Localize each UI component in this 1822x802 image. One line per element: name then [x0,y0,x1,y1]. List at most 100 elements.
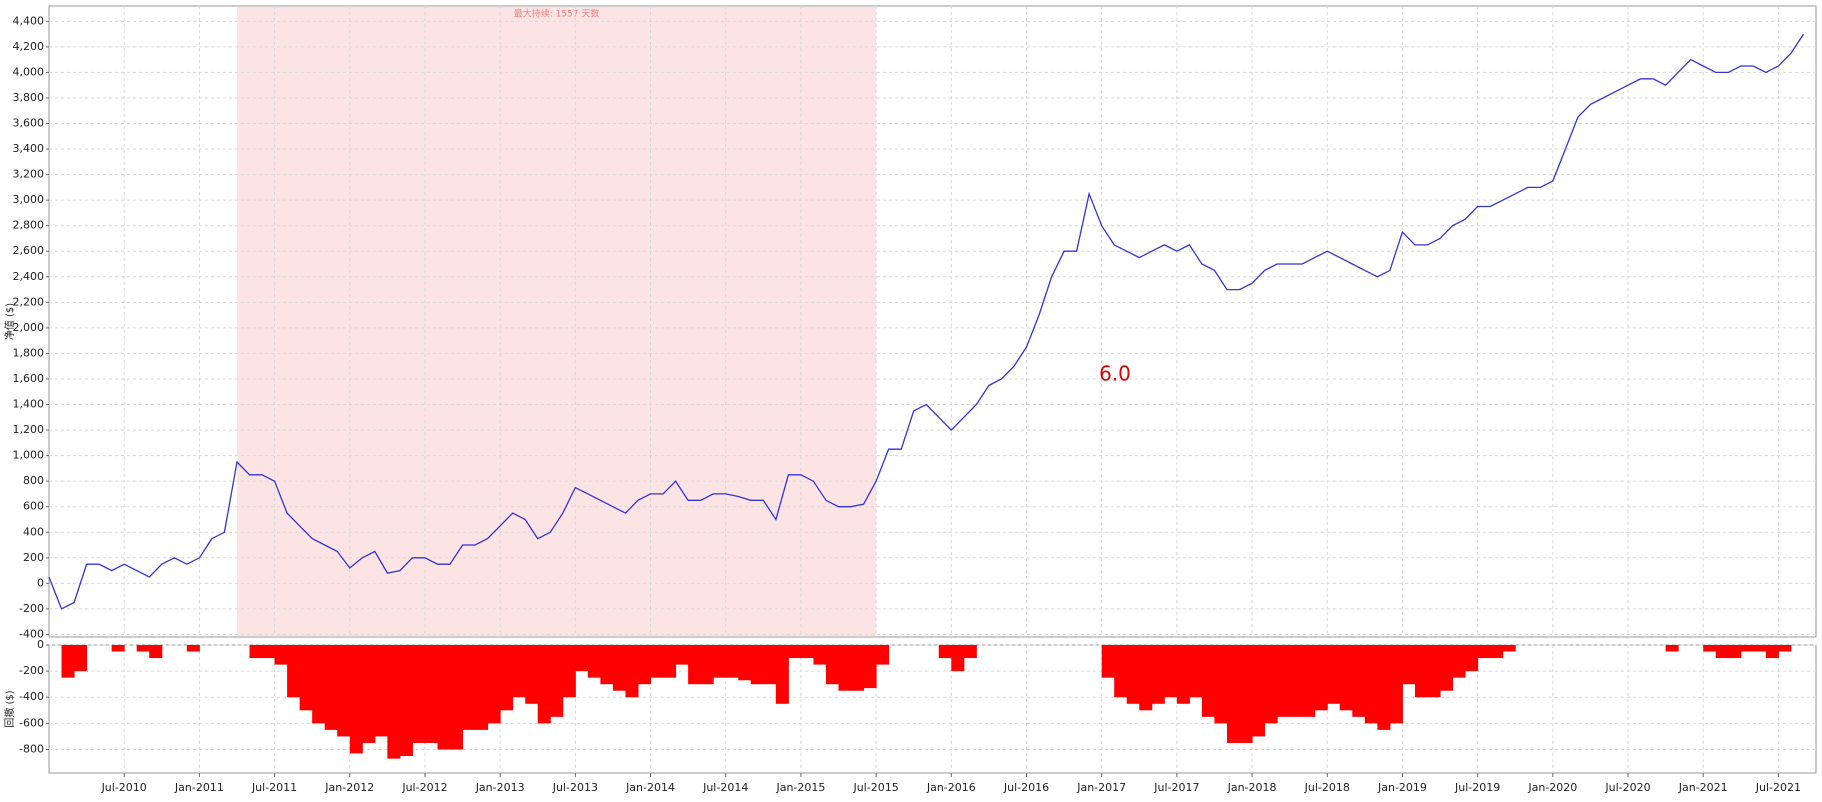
drawdown-bar [537,645,551,724]
drawdown-bar [1753,645,1767,652]
y-tick-label: -600 [19,716,44,729]
drawdown-bar [550,645,564,717]
drawdown-bar [763,645,777,685]
y-tick-label: 800 [23,474,44,487]
drawdown-bar [1490,645,1504,659]
drawdown-bar [512,645,526,698]
drawdown-bar [851,645,865,691]
drawdown-bar [587,645,601,678]
drawdown-bar [1452,645,1466,678]
drawdown-bar [1227,645,1241,743]
drawdown-bar [1114,645,1128,698]
drawdown-bar [1239,645,1253,743]
y-tick-label: 600 [23,500,44,513]
drawdown-bar [725,645,739,678]
x-tick-label: Jan-2016 [926,781,976,794]
drawdown-bar [299,645,313,711]
drawdown-bar [324,645,338,730]
drawdown-bar [675,645,689,665]
drawdown-bar [374,645,388,737]
drawdown-bar [462,645,476,730]
x-tick-label: Jul-2014 [702,781,748,794]
drawdown-bar [1289,645,1303,717]
drawdown-bar [1465,645,1479,672]
drawdown-bar [688,645,702,685]
y-tick-label: 3,400 [13,142,45,155]
drawdown-bar [362,645,376,743]
annotation: 最大持续: 1557 天数 [514,8,600,20]
y-tick-label: 3,200 [13,168,45,181]
drawdown-bar [387,645,401,759]
y-tick-label: 2,800 [13,219,45,232]
x-tick-label: Jul-2011 [251,781,297,794]
drawdown-bar [61,645,75,678]
drawdown-bar [1715,645,1729,659]
drawdown-bar [186,645,200,652]
drawdown-bar [951,645,965,672]
y-tick-label: 4,200 [13,40,45,53]
drawdown-bar [1502,645,1516,652]
drawdown-bar [337,645,351,737]
y-tick-label: -200 [19,664,44,677]
y-tick-label: 4,400 [13,14,45,27]
y-tick-label: 2,600 [13,244,45,257]
x-tick-label: Jan-2020 [1527,781,1577,794]
drawdown-bar [663,645,677,678]
y-tick-label: -800 [19,742,44,755]
drawdown-bar [1277,645,1291,717]
y-tick-label: 1,000 [13,449,45,462]
drawdown-bar [1665,645,1679,652]
y-tick-label: 1,400 [13,398,45,411]
drawdown-bar [938,645,952,659]
drawdown-bar [424,645,438,743]
drawdown-bar [74,645,88,672]
drawdown-bar [349,645,363,754]
drawdown-bar [562,645,576,698]
drawdown-bar [1364,645,1378,724]
x-tick-label: Jul-2020 [1604,781,1650,794]
x-tick-label: Jul-2012 [401,781,447,794]
drawdown-bar [1703,645,1717,652]
drawdown-bar [876,645,890,665]
y-tick-label: 0 [37,638,44,651]
drawdown-bar [575,645,589,672]
drawdown-bar [1264,645,1278,724]
drawdown-bar [775,645,789,704]
drawdown-bar [638,645,652,685]
x-tick-label: Jan-2012 [324,781,374,794]
x-tick-label: Jan-2021 [1678,781,1728,794]
drawdown-bar [111,645,125,652]
drawdown-bar [1339,645,1353,711]
drawdown-bar [437,645,451,750]
highlight-region [236,7,877,636]
drawdown-bar [1252,645,1266,737]
y-tick-label: 400 [23,525,44,538]
drawdown-bar [1214,645,1228,724]
drawdown-bar [412,645,426,743]
drawdown-bar [612,645,626,691]
drawdown-bar [1440,645,1454,691]
y-tick-label: 200 [23,551,44,564]
y-tick-label: -400 [19,627,44,640]
x-tick-label: Jul-2019 [1454,781,1500,794]
x-tick-label: Jan-2019 [1377,781,1427,794]
x-tick-label: Jul-2018 [1304,781,1350,794]
drawdown-bar [1151,645,1165,704]
drawdown-bar [450,645,464,750]
y-tick-label: 3,600 [13,117,45,130]
drawdown-bar [713,645,727,678]
drawdown-bar [1377,645,1391,730]
x-tick-label: Jan-2013 [475,781,525,794]
drawdown-bar [274,645,288,665]
drawdown-bar [149,645,163,659]
x-tick-label: Jul-2021 [1755,781,1801,794]
drawdown-bar [1728,645,1742,659]
y-tick-label: 1,800 [13,346,45,359]
y-tick-label: 1,200 [13,423,45,436]
x-tick-label: Jul-2010 [101,781,147,794]
drawdown-bar [500,645,514,711]
drawdown-bar [600,645,614,685]
y-tick-label: 4,000 [13,65,45,78]
y-axis-title: 净值 ($) [3,303,16,340]
